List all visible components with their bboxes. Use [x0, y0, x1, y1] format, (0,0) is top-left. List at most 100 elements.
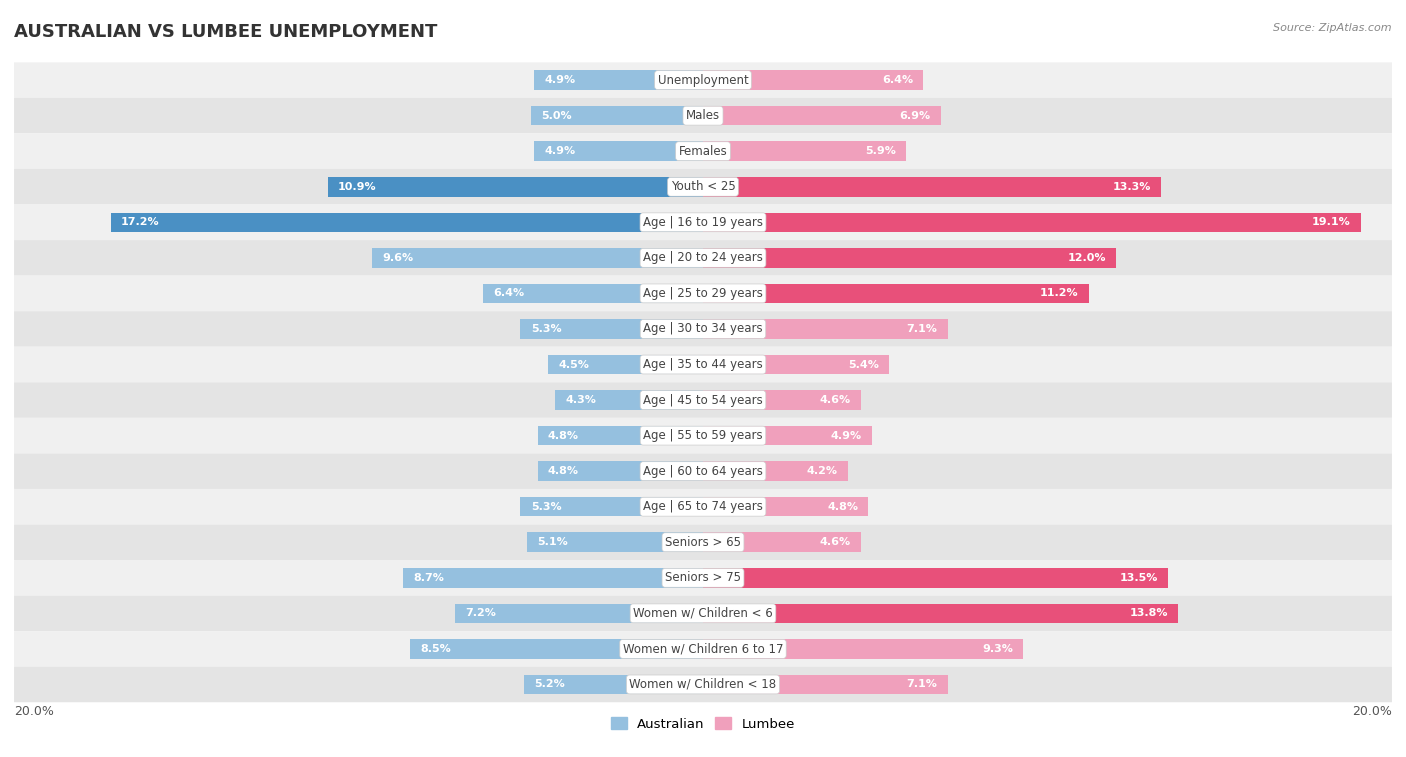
Text: Age | 35 to 44 years: Age | 35 to 44 years	[643, 358, 763, 371]
FancyBboxPatch shape	[14, 204, 1392, 240]
Bar	[703, 532, 862, 552]
Text: 4.5%: 4.5%	[558, 360, 589, 369]
Bar	[411, 639, 703, 659]
Text: 4.6%: 4.6%	[820, 395, 851, 405]
Text: Females: Females	[679, 145, 727, 157]
FancyBboxPatch shape	[14, 169, 1392, 204]
Bar	[537, 426, 703, 445]
Text: 17.2%: 17.2%	[121, 217, 159, 227]
Text: Age | 45 to 54 years: Age | 45 to 54 years	[643, 394, 763, 407]
Text: AUSTRALIAN VS LUMBEE UNEMPLOYMENT: AUSTRALIAN VS LUMBEE UNEMPLOYMENT	[14, 23, 437, 41]
Bar	[703, 674, 948, 694]
Text: Women w/ Children 6 to 17: Women w/ Children 6 to 17	[623, 643, 783, 656]
Bar	[527, 532, 703, 552]
Text: 4.8%: 4.8%	[548, 431, 579, 441]
Text: 4.6%: 4.6%	[820, 537, 851, 547]
Text: Seniors > 75: Seniors > 75	[665, 572, 741, 584]
Bar	[703, 497, 869, 516]
Text: Youth < 25: Youth < 25	[671, 180, 735, 193]
Text: 4.3%: 4.3%	[565, 395, 596, 405]
Text: 5.0%: 5.0%	[541, 111, 572, 120]
Bar	[373, 248, 703, 268]
Bar	[534, 70, 703, 90]
FancyBboxPatch shape	[14, 667, 1392, 702]
Bar	[524, 674, 703, 694]
Text: 7.1%: 7.1%	[907, 680, 938, 690]
Bar	[703, 603, 1178, 623]
Text: Seniors > 65: Seniors > 65	[665, 536, 741, 549]
Text: Unemployment: Unemployment	[658, 73, 748, 86]
Bar	[328, 177, 703, 197]
Bar	[534, 142, 703, 161]
FancyBboxPatch shape	[14, 62, 1392, 98]
Text: 10.9%: 10.9%	[337, 182, 377, 192]
Legend: Australian, Lumbee: Australian, Lumbee	[606, 712, 800, 736]
Text: Source: ZipAtlas.com: Source: ZipAtlas.com	[1274, 23, 1392, 33]
Text: 8.7%: 8.7%	[413, 573, 444, 583]
Bar	[703, 319, 948, 338]
FancyBboxPatch shape	[14, 311, 1392, 347]
Text: 19.1%: 19.1%	[1312, 217, 1351, 227]
FancyBboxPatch shape	[14, 382, 1392, 418]
FancyBboxPatch shape	[14, 560, 1392, 596]
Text: 13.3%: 13.3%	[1112, 182, 1152, 192]
Text: 9.6%: 9.6%	[382, 253, 413, 263]
Bar	[482, 284, 703, 304]
Text: 4.9%: 4.9%	[544, 146, 575, 156]
Text: Age | 20 to 24 years: Age | 20 to 24 years	[643, 251, 763, 264]
FancyBboxPatch shape	[14, 525, 1392, 560]
Bar	[703, 426, 872, 445]
Text: 5.1%: 5.1%	[537, 537, 568, 547]
Text: 5.4%: 5.4%	[848, 360, 879, 369]
FancyBboxPatch shape	[14, 240, 1392, 276]
Text: 12.0%: 12.0%	[1067, 253, 1107, 263]
FancyBboxPatch shape	[14, 631, 1392, 667]
FancyBboxPatch shape	[14, 596, 1392, 631]
Text: 4.2%: 4.2%	[807, 466, 838, 476]
FancyBboxPatch shape	[14, 133, 1392, 169]
FancyBboxPatch shape	[14, 276, 1392, 311]
Bar	[548, 355, 703, 374]
Text: 5.9%: 5.9%	[865, 146, 896, 156]
Text: Age | 16 to 19 years: Age | 16 to 19 years	[643, 216, 763, 229]
Text: Age | 30 to 34 years: Age | 30 to 34 years	[643, 322, 763, 335]
Text: 7.1%: 7.1%	[907, 324, 938, 334]
Bar	[531, 106, 703, 126]
Text: 13.5%: 13.5%	[1119, 573, 1157, 583]
Bar	[703, 568, 1168, 587]
Text: Age | 60 to 64 years: Age | 60 to 64 years	[643, 465, 763, 478]
Bar	[703, 70, 924, 90]
Text: 4.9%: 4.9%	[544, 75, 575, 85]
Bar	[703, 142, 907, 161]
Text: 5.3%: 5.3%	[531, 502, 561, 512]
FancyBboxPatch shape	[14, 418, 1392, 453]
Text: 8.5%: 8.5%	[420, 644, 451, 654]
Text: 6.4%: 6.4%	[882, 75, 912, 85]
Text: 5.3%: 5.3%	[531, 324, 561, 334]
Bar	[520, 319, 703, 338]
Text: 13.8%: 13.8%	[1129, 609, 1168, 618]
Text: Women w/ Children < 6: Women w/ Children < 6	[633, 607, 773, 620]
Bar	[703, 639, 1024, 659]
Text: 5.2%: 5.2%	[534, 680, 565, 690]
Text: 7.2%: 7.2%	[465, 609, 496, 618]
Bar	[703, 461, 848, 481]
Bar	[520, 497, 703, 516]
Text: 4.8%: 4.8%	[827, 502, 858, 512]
Bar	[703, 177, 1161, 197]
Text: 4.8%: 4.8%	[548, 466, 579, 476]
Text: Age | 65 to 74 years: Age | 65 to 74 years	[643, 500, 763, 513]
Text: 4.9%: 4.9%	[831, 431, 862, 441]
Bar	[111, 213, 703, 232]
Bar	[703, 391, 862, 410]
Bar	[404, 568, 703, 587]
Bar	[537, 461, 703, 481]
Text: 9.3%: 9.3%	[983, 644, 1012, 654]
FancyBboxPatch shape	[14, 453, 1392, 489]
FancyBboxPatch shape	[14, 347, 1392, 382]
Bar	[703, 355, 889, 374]
Bar	[555, 391, 703, 410]
Bar	[703, 248, 1116, 268]
Text: 6.9%: 6.9%	[900, 111, 931, 120]
Text: 20.0%: 20.0%	[1353, 705, 1392, 718]
